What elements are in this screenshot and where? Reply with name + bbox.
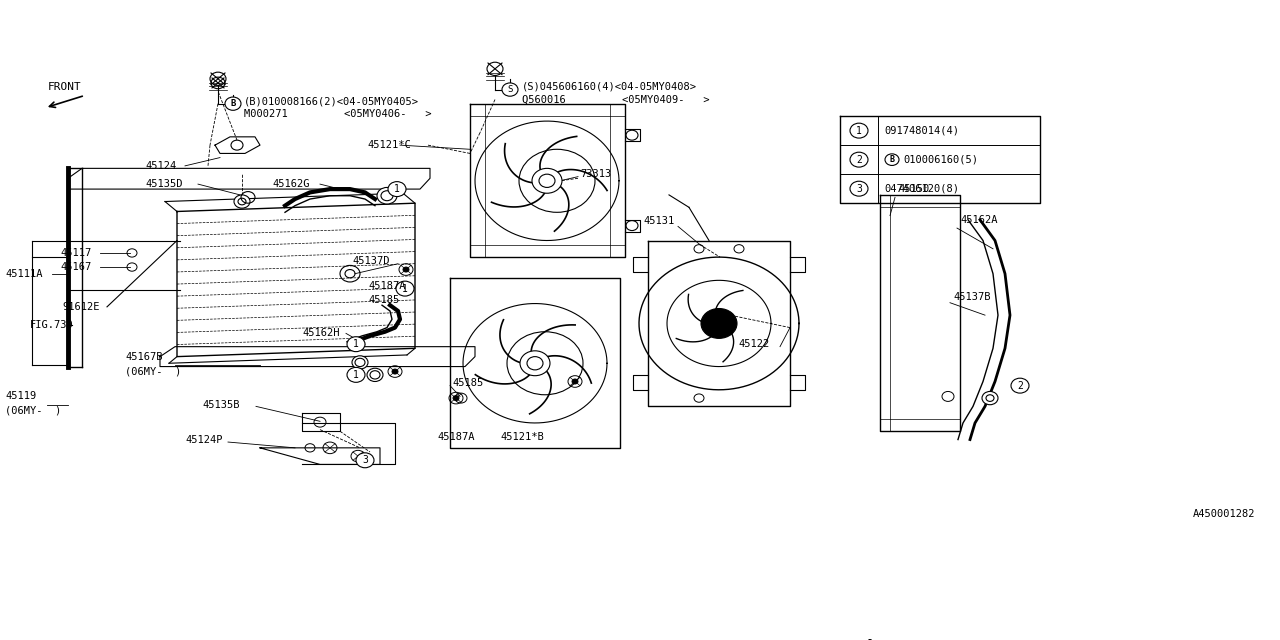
Text: 45122: 45122 <box>739 339 769 349</box>
Text: 45124: 45124 <box>145 161 177 171</box>
Circle shape <box>520 351 550 376</box>
Text: 45131: 45131 <box>643 216 675 226</box>
Text: B: B <box>230 99 236 108</box>
Circle shape <box>863 638 877 640</box>
Text: FIG.730: FIG.730 <box>29 320 74 330</box>
Text: 45111A: 45111A <box>5 269 42 278</box>
Text: 1: 1 <box>856 125 861 136</box>
Text: 45185: 45185 <box>452 378 484 388</box>
Text: 45137B: 45137B <box>954 292 991 302</box>
Text: 010006160(5): 010006160(5) <box>902 155 978 164</box>
Text: 45162A: 45162A <box>960 215 997 225</box>
Text: 45121*B: 45121*B <box>500 432 544 442</box>
Circle shape <box>367 368 383 381</box>
Text: (06MY-  ): (06MY- ) <box>125 367 182 376</box>
Text: B: B <box>868 639 872 640</box>
Text: 1: 1 <box>394 184 399 194</box>
Text: FRONT: FRONT <box>49 82 82 92</box>
Circle shape <box>352 356 369 369</box>
Circle shape <box>532 168 562 193</box>
Text: 45167B: 45167B <box>125 351 163 362</box>
Text: 2: 2 <box>1018 381 1023 390</box>
Circle shape <box>396 281 413 296</box>
Text: M000271         <05MY0406-   >: M000271 <05MY0406- > <box>244 109 431 120</box>
Circle shape <box>392 369 398 374</box>
Circle shape <box>347 337 365 351</box>
Text: 45162G: 45162G <box>273 179 310 189</box>
Circle shape <box>403 267 410 272</box>
Circle shape <box>850 181 868 196</box>
Text: 091748014(4): 091748014(4) <box>884 125 959 136</box>
Text: 45124P: 45124P <box>186 435 223 445</box>
Text: 45187A: 45187A <box>436 432 475 442</box>
Circle shape <box>850 152 868 167</box>
Circle shape <box>453 396 460 401</box>
Text: 3: 3 <box>362 455 367 465</box>
Text: B: B <box>890 155 895 164</box>
Text: 2: 2 <box>856 155 861 164</box>
Text: 1: 1 <box>402 284 408 294</box>
Circle shape <box>378 188 397 204</box>
Text: (06MY-  ): (06MY- ) <box>5 406 61 415</box>
Text: 1: 1 <box>353 370 358 380</box>
Text: 45135D: 45135D <box>145 179 183 189</box>
Text: 45121*C: 45121*C <box>367 140 411 150</box>
Circle shape <box>850 123 868 138</box>
Text: 45135B: 45135B <box>202 400 239 410</box>
Text: 91612E: 91612E <box>61 302 100 312</box>
Text: 047406120(8): 047406120(8) <box>884 184 959 194</box>
Text: 3: 3 <box>856 184 861 194</box>
Circle shape <box>502 83 518 96</box>
Text: Q560016         <05MY0409-   >: Q560016 <05MY0409- > <box>522 95 709 104</box>
Circle shape <box>388 182 406 196</box>
Circle shape <box>225 97 241 110</box>
Text: 45150: 45150 <box>899 184 929 194</box>
Text: 45167: 45167 <box>60 262 91 272</box>
Text: 45162H: 45162H <box>302 328 339 339</box>
Circle shape <box>572 379 579 384</box>
Text: 45185: 45185 <box>369 295 399 305</box>
Text: 73313: 73313 <box>580 169 612 179</box>
Circle shape <box>884 154 899 166</box>
Text: A450001282: A450001282 <box>1193 509 1254 519</box>
Text: (S)045606160(4)<04-05MY0408>: (S)045606160(4)<04-05MY0408> <box>522 81 698 92</box>
Text: 1: 1 <box>353 339 358 349</box>
Text: 45117: 45117 <box>60 248 91 258</box>
Text: 45119: 45119 <box>5 392 36 401</box>
Text: S: S <box>507 85 513 94</box>
Circle shape <box>234 195 250 208</box>
Circle shape <box>347 367 365 382</box>
Circle shape <box>356 453 374 468</box>
Circle shape <box>701 308 737 339</box>
Text: 45137D: 45137D <box>352 256 389 266</box>
Circle shape <box>1011 378 1029 393</box>
Text: 45187A: 45187A <box>369 281 406 291</box>
Circle shape <box>982 392 998 404</box>
Text: (B)010008166(2)<04-05MY0405>: (B)010008166(2)<04-05MY0405> <box>244 96 419 106</box>
